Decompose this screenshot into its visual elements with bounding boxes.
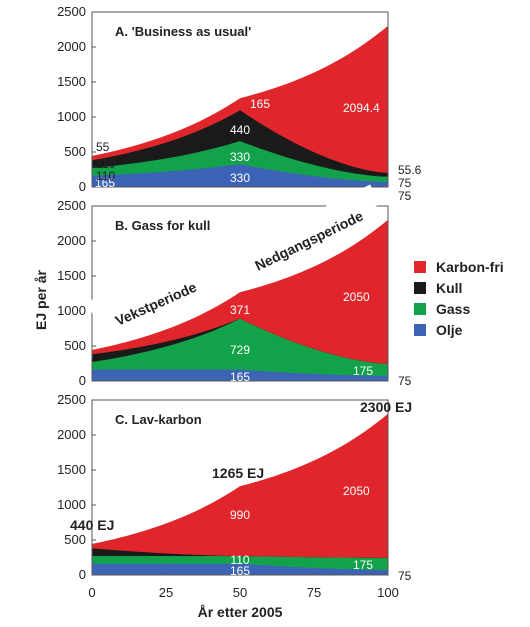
panel-title: C. Lav-karbon xyxy=(115,412,202,427)
value-label: 371 xyxy=(230,303,250,317)
x-tick-label: 50 xyxy=(233,585,247,600)
value-label: 110 xyxy=(96,169,115,183)
value-label: 55.6 xyxy=(398,163,422,177)
y-tick-label: 1000 xyxy=(57,497,86,512)
x-tick-label: 25 xyxy=(159,585,173,600)
y-tick-label: 1500 xyxy=(57,74,86,89)
legend-swatch xyxy=(414,303,426,315)
total-label: 440 EJ xyxy=(70,517,114,533)
x-tick-label: 100 xyxy=(377,585,399,600)
period-band xyxy=(235,184,380,270)
value-label: 729 xyxy=(230,343,250,357)
legend-label: Olje xyxy=(436,322,463,338)
y-tick-label: 1500 xyxy=(57,268,86,283)
y-tick-label: 2500 xyxy=(57,4,86,19)
y-axis-title: EJ per år xyxy=(33,269,49,329)
value-label: 330 xyxy=(230,171,250,185)
y-tick-label: 500 xyxy=(64,532,86,547)
y-tick-label: 2000 xyxy=(57,233,86,248)
value-label: 110 xyxy=(96,157,115,171)
value-label: 165 xyxy=(230,564,250,578)
legend-label: Karbon-fri xyxy=(436,259,504,275)
value-label: 55 xyxy=(96,140,110,154)
x-axis-title: År etter 2005 xyxy=(198,604,283,620)
plot-frame-panel-1 xyxy=(91,11,389,188)
value-label: 990 xyxy=(230,508,250,522)
value-label: 2050 xyxy=(343,290,370,304)
y-tick-label: 500 xyxy=(64,144,86,159)
value-label: 165 xyxy=(250,97,270,111)
panel-title: A. 'Business as usual' xyxy=(115,24,251,39)
value-label: 75 xyxy=(398,189,412,203)
y-tick-label: 0 xyxy=(79,179,86,194)
y-tick-label: 2500 xyxy=(57,392,86,407)
value-label: 110 xyxy=(230,553,249,567)
value-label: 175 xyxy=(353,364,373,378)
legend-swatch xyxy=(414,324,426,336)
y-tick-label: 2000 xyxy=(57,427,86,442)
legend-swatch xyxy=(414,282,426,294)
y-tick-label: 1000 xyxy=(57,303,86,318)
x-tick-label: 75 xyxy=(307,585,321,600)
plot-frame-panel-2 xyxy=(91,205,389,382)
value-label: 165 xyxy=(230,370,250,384)
period-band xyxy=(87,240,234,322)
legend-label: Kull xyxy=(436,280,462,296)
x-tick-label: 0 xyxy=(88,585,95,600)
value-label: 75 xyxy=(398,176,412,190)
y-tick-label: 1500 xyxy=(57,462,86,477)
y-tick-label: 2500 xyxy=(57,198,86,213)
y-tick-label: 500 xyxy=(64,338,86,353)
legend-label: Gass xyxy=(436,301,470,317)
value-label: 75 xyxy=(398,569,412,583)
y-tick-label: 2000 xyxy=(57,39,86,54)
y-tick-label: 1000 xyxy=(57,109,86,124)
value-label: 330 xyxy=(230,150,250,164)
value-label: 440 xyxy=(230,123,250,137)
value-label: 75 xyxy=(398,374,412,388)
y-tick-label: 0 xyxy=(79,567,86,582)
total-label: 1265 EJ xyxy=(212,465,264,481)
total-label: 2300 EJ xyxy=(360,399,412,415)
value-label: 175 xyxy=(353,558,373,572)
value-label: 2094.4 xyxy=(343,101,380,115)
value-label: 2050 xyxy=(343,484,370,498)
panel-title: B. Gass for kull xyxy=(115,218,210,233)
y-tick-label: 0 xyxy=(79,373,86,388)
legend-swatch xyxy=(414,261,426,273)
value-label: 165 xyxy=(95,176,115,190)
